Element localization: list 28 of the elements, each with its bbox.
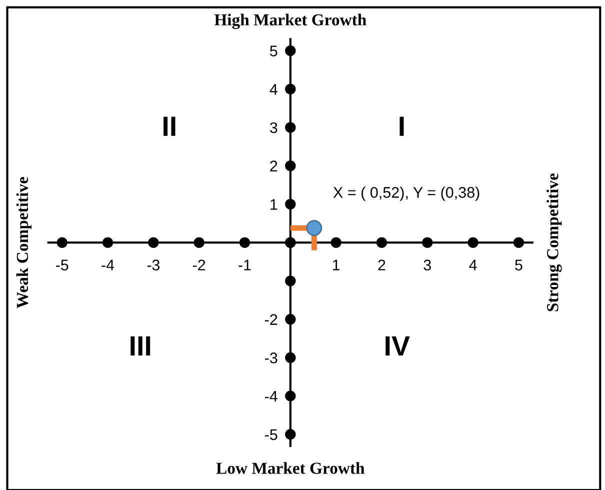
y-tick-label: -5 — [264, 429, 278, 440]
y-tick-label: 5 — [270, 46, 278, 56]
x-tick-label: -1 — [238, 260, 251, 270]
y-axis-title: Weak Competitive — [16, 177, 32, 308]
x-tick-label: -4 — [102, 260, 114, 270]
annotation: III — [130, 336, 150, 356]
x-tick-label: 3 — [424, 260, 431, 270]
x-tick-label: 2 — [378, 260, 386, 270]
y2-axis-title: Strong Competitive — [546, 173, 562, 312]
annotation: II — [164, 116, 176, 136]
x-tick-label: -5 — [56, 260, 68, 270]
x-tick-label: 5 — [515, 260, 522, 270]
annotation: I — [400, 116, 404, 136]
annotation: IV — [386, 336, 410, 356]
x-tick-label: 4 — [469, 260, 477, 270]
y-tick-label: 1 — [270, 199, 278, 210]
x-tick-label: 1 — [332, 260, 340, 270]
y-tick-label: 2 — [270, 160, 278, 172]
y-tick-label: -3 — [264, 352, 278, 364]
x-axis-title: Low Market Growth — [216, 462, 365, 474]
y-tick-label: 4 — [270, 84, 278, 95]
y-tick-label: 3 — [270, 122, 278, 134]
annotation: X = ( 0,52), Y = (0,38) — [333, 186, 480, 201]
y-tick-label: -2 — [264, 314, 278, 325]
x-tick-label: -2 — [192, 260, 206, 270]
x-tick-label: -3 — [147, 260, 160, 270]
y-tick-label: -4 — [264, 391, 278, 402]
chart-title: High Market Growth — [214, 14, 366, 29]
